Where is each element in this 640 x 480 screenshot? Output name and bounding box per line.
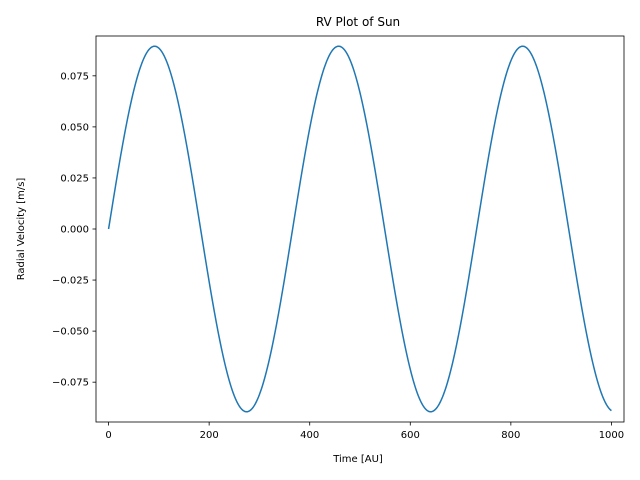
x-tick-label: 400: [300, 430, 319, 441]
x-tick-label: 1000: [599, 430, 624, 441]
x-tick-label: 0: [105, 430, 111, 441]
x-axis-title: Time [AU]: [332, 454, 383, 465]
chart-title: RV Plot of Sun: [316, 15, 400, 29]
x-tick-label: 600: [401, 430, 420, 441]
plot-area: 0 200 400 600 800 1000 −0.075 −0.050 −0.025 0.000…: [52, 35, 625, 441]
y-tick-label: −0.025: [52, 276, 89, 287]
y-tick-label: 0.075: [60, 71, 89, 82]
y-tick-label: −0.075: [52, 378, 89, 389]
y-tick-label: 0.050: [60, 122, 89, 133]
y-tick-label: −0.050: [52, 327, 89, 338]
series-line-0: [107, 45, 612, 413]
x-tick-label: 800: [501, 430, 520, 441]
x-tick-label: 200: [200, 430, 219, 441]
y-tick-label: 0.000: [60, 225, 89, 236]
y-axis-title: Radial Velocity [m/s]: [16, 178, 27, 281]
y-tick-label: 0.025: [60, 173, 89, 184]
